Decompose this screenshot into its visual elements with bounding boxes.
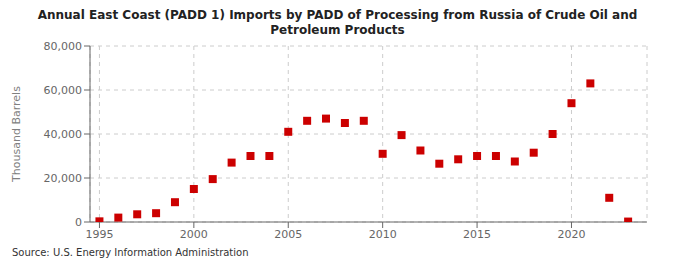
svg-text:80,000: 80,000 xyxy=(44,40,83,53)
svg-text:20,000: 20,000 xyxy=(44,172,83,185)
svg-text:Thousand Barrels: Thousand Barrels xyxy=(10,86,23,183)
svg-text:0: 0 xyxy=(75,216,82,229)
html-text:Source: U.S. Energy Informatio: Source: U.S. Energy Information Administ… xyxy=(12,247,249,258)
svg-text:2015: 2015 xyxy=(463,228,491,241)
svg-text:2020: 2020 xyxy=(557,228,585,241)
svg-text:60,000: 60,000 xyxy=(44,84,83,97)
svg-text:1995: 1995 xyxy=(85,228,113,241)
html-text:Petroleum Products: Petroleum Products xyxy=(270,23,405,37)
svg-text:40,000: 40,000 xyxy=(44,128,83,141)
svg-text:2010: 2010 xyxy=(369,228,397,241)
html-text:Annual East Coast (PADD 1) Imp: Annual East Coast (PADD 1) Imports by PA… xyxy=(37,8,638,22)
svg-text:2005: 2005 xyxy=(274,228,302,241)
svg-text:2000: 2000 xyxy=(180,228,208,241)
